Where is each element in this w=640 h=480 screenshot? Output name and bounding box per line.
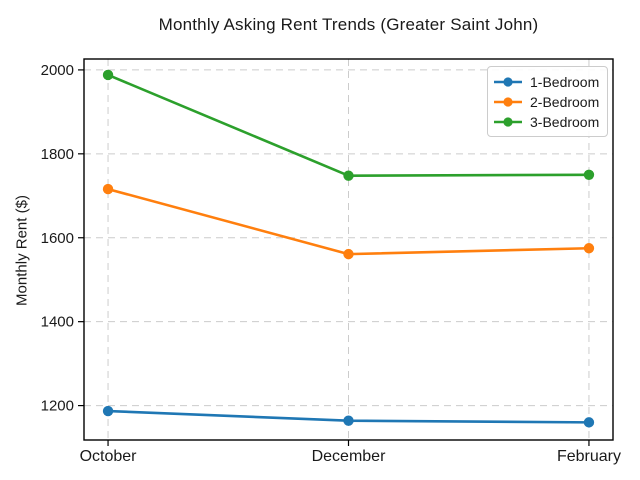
data-point-2-bedroom xyxy=(583,243,595,254)
data-point-3-bedroom xyxy=(583,169,595,181)
legend-label: 2-Bedroom xyxy=(530,93,600,110)
legend-line-marker-icon xyxy=(494,96,522,107)
y-tick-label: 1400 xyxy=(41,314,74,331)
legend: 1-Bedroom 2-Bedroom 3-Bedroom xyxy=(487,66,608,137)
x-tick-label: December xyxy=(312,448,386,465)
data-point-3-bedroom xyxy=(102,69,114,81)
data-point-2-bedroom xyxy=(343,248,354,260)
chart-title: Monthly Asking Rent Trends (Greater Sain… xyxy=(158,15,539,34)
data-point-2-bedroom xyxy=(102,183,114,195)
legend-line-marker-icon xyxy=(494,116,522,127)
legend-item-2-bedroom: 2-Bedroom xyxy=(493,92,599,111)
data-point-3-bedroom xyxy=(343,170,354,181)
x-tick-label: October xyxy=(80,448,138,465)
y-tick-label: 1600 xyxy=(41,230,74,247)
legend-line-marker-icon xyxy=(494,76,522,87)
y-tick-label: 2000 xyxy=(41,62,74,79)
legend-item-3-bedroom: 3-Bedroom xyxy=(493,112,599,131)
data-point-1-bedroom xyxy=(583,417,595,428)
y-tick-label: 1800 xyxy=(41,146,74,163)
legend-label: 1-Bedroom xyxy=(530,73,600,90)
y-axis-label: Monthly Rent ($) xyxy=(13,195,31,306)
data-point-1-bedroom xyxy=(102,405,114,417)
legend-item-1-bedroom: 1-Bedroom xyxy=(493,72,599,91)
data-point-1-bedroom xyxy=(343,415,354,426)
y-tick-label: 1200 xyxy=(41,398,74,415)
legend-label: 3-Bedroom xyxy=(530,113,600,130)
x-tick-label: February xyxy=(557,448,621,465)
